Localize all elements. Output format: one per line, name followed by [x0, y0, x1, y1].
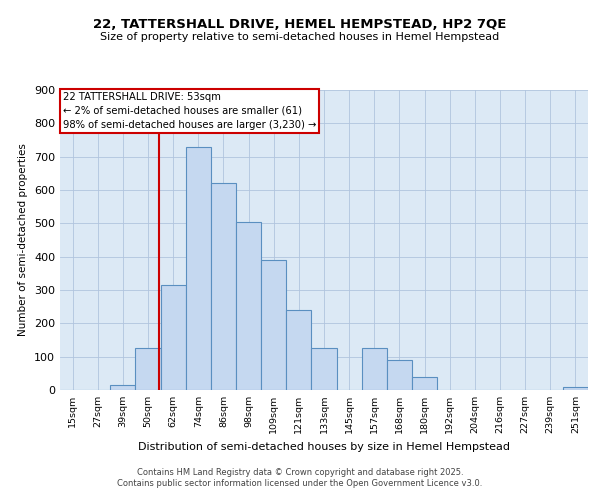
- Bar: [261, 260, 286, 390]
- Bar: [211, 184, 236, 390]
- Bar: [311, 348, 337, 390]
- Bar: [286, 310, 311, 390]
- Bar: [236, 222, 261, 390]
- X-axis label: Distribution of semi-detached houses by size in Hemel Hempstead: Distribution of semi-detached houses by …: [138, 442, 510, 452]
- Bar: [161, 285, 186, 390]
- Bar: [186, 146, 211, 390]
- Text: Contains HM Land Registry data © Crown copyright and database right 2025.
Contai: Contains HM Land Registry data © Crown c…: [118, 468, 482, 487]
- Y-axis label: Number of semi-detached properties: Number of semi-detached properties: [19, 144, 28, 336]
- Bar: [136, 348, 161, 390]
- Bar: [412, 376, 437, 390]
- Bar: [362, 348, 387, 390]
- Bar: [563, 386, 588, 390]
- Bar: [110, 385, 136, 390]
- Text: Size of property relative to semi-detached houses in Hemel Hempstead: Size of property relative to semi-detach…: [100, 32, 500, 42]
- Text: 22 TATTERSHALL DRIVE: 53sqm
← 2% of semi-detached houses are smaller (61)
98% of: 22 TATTERSHALL DRIVE: 53sqm ← 2% of semi…: [62, 92, 316, 130]
- Bar: [387, 360, 412, 390]
- Text: 22, TATTERSHALL DRIVE, HEMEL HEMPSTEAD, HP2 7QE: 22, TATTERSHALL DRIVE, HEMEL HEMPSTEAD, …: [94, 18, 506, 30]
